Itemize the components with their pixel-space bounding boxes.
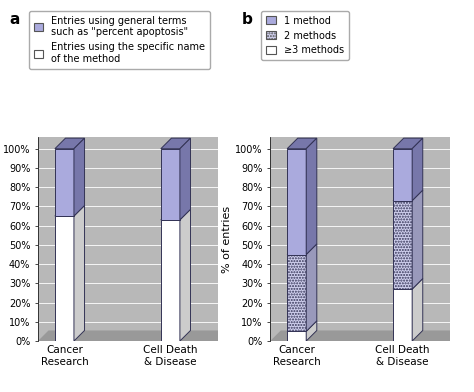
Polygon shape xyxy=(161,138,191,149)
Bar xyxy=(393,289,412,341)
Polygon shape xyxy=(412,279,423,341)
Polygon shape xyxy=(74,205,84,341)
Legend: Entries using general terms
such as "percent apoptosis", Entries using the speci: Entries using general terms such as "per… xyxy=(29,11,210,69)
Polygon shape xyxy=(287,244,317,254)
Polygon shape xyxy=(306,321,317,341)
Text: a: a xyxy=(9,12,20,27)
Polygon shape xyxy=(393,190,423,201)
Polygon shape xyxy=(412,138,423,201)
Polygon shape xyxy=(161,209,191,220)
Text: b: b xyxy=(242,12,253,27)
Polygon shape xyxy=(38,330,228,341)
Polygon shape xyxy=(287,321,317,331)
Polygon shape xyxy=(412,190,423,289)
Bar xyxy=(55,216,74,341)
Bar xyxy=(38,341,228,347)
Polygon shape xyxy=(270,330,461,341)
Polygon shape xyxy=(74,138,84,216)
Polygon shape xyxy=(180,138,191,220)
Bar xyxy=(287,149,306,254)
Bar xyxy=(270,341,461,347)
Polygon shape xyxy=(306,138,317,254)
Polygon shape xyxy=(393,279,423,289)
Bar xyxy=(287,254,306,331)
Bar xyxy=(55,149,74,216)
Polygon shape xyxy=(393,138,423,149)
Bar xyxy=(161,149,180,220)
Legend: 1 method, 2 methods, ≥3 methods: 1 method, 2 methods, ≥3 methods xyxy=(261,11,348,60)
Polygon shape xyxy=(306,244,317,331)
Bar xyxy=(287,331,306,341)
Bar xyxy=(393,201,412,289)
Polygon shape xyxy=(287,138,317,149)
Bar xyxy=(161,220,180,341)
Polygon shape xyxy=(55,205,84,216)
Bar xyxy=(393,149,412,201)
Polygon shape xyxy=(180,209,191,341)
Y-axis label: % of entries: % of entries xyxy=(222,205,232,273)
Polygon shape xyxy=(55,138,84,149)
